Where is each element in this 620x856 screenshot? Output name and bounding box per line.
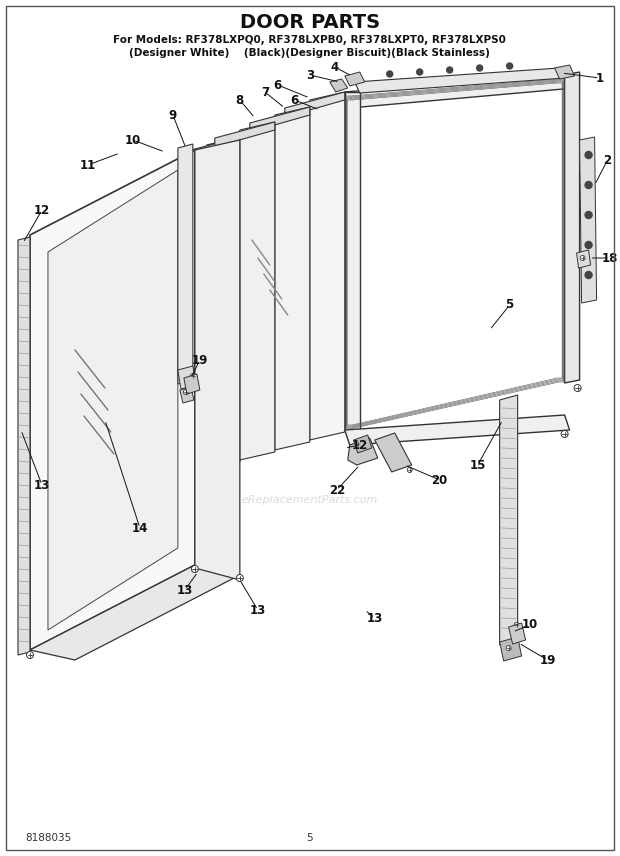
Text: 19: 19 bbox=[539, 653, 556, 667]
Polygon shape bbox=[374, 433, 412, 472]
Polygon shape bbox=[178, 144, 193, 384]
Circle shape bbox=[417, 69, 423, 75]
Polygon shape bbox=[285, 92, 345, 117]
Polygon shape bbox=[207, 137, 240, 470]
Text: 13: 13 bbox=[366, 611, 383, 625]
Polygon shape bbox=[565, 72, 580, 383]
Text: (Designer White)    (Black)(Designer Biscuit)(Black Stainless): (Designer White) (Black)(Designer Biscui… bbox=[130, 48, 490, 58]
Text: 15: 15 bbox=[469, 459, 486, 472]
Text: 5: 5 bbox=[505, 299, 514, 312]
Polygon shape bbox=[345, 92, 360, 430]
Text: 19: 19 bbox=[192, 354, 208, 366]
Text: 7: 7 bbox=[261, 86, 269, 98]
Polygon shape bbox=[354, 435, 372, 453]
Polygon shape bbox=[180, 387, 194, 403]
Polygon shape bbox=[580, 137, 596, 303]
Circle shape bbox=[585, 271, 592, 278]
Circle shape bbox=[514, 622, 519, 627]
Circle shape bbox=[190, 373, 195, 378]
Polygon shape bbox=[508, 623, 526, 644]
Polygon shape bbox=[250, 107, 310, 132]
Circle shape bbox=[27, 651, 33, 658]
Text: 8: 8 bbox=[236, 93, 244, 106]
Circle shape bbox=[387, 71, 392, 77]
Polygon shape bbox=[577, 250, 591, 268]
Text: 22: 22 bbox=[329, 484, 345, 496]
Circle shape bbox=[477, 65, 482, 71]
Polygon shape bbox=[30, 565, 240, 660]
Text: 3: 3 bbox=[306, 68, 314, 81]
Polygon shape bbox=[184, 374, 200, 394]
Polygon shape bbox=[500, 395, 518, 645]
Circle shape bbox=[506, 645, 511, 651]
Polygon shape bbox=[48, 170, 178, 630]
Text: 8188035: 8188035 bbox=[25, 833, 71, 843]
Circle shape bbox=[355, 442, 360, 447]
Text: 4: 4 bbox=[330, 61, 339, 74]
Polygon shape bbox=[30, 150, 195, 650]
Text: 10: 10 bbox=[521, 619, 538, 632]
Circle shape bbox=[585, 152, 592, 158]
Text: 13: 13 bbox=[177, 584, 193, 597]
Text: eReplacementParts.com: eReplacementParts.com bbox=[242, 495, 378, 505]
Text: 18: 18 bbox=[601, 252, 618, 265]
Polygon shape bbox=[345, 73, 575, 108]
Text: 1: 1 bbox=[596, 72, 604, 85]
Polygon shape bbox=[345, 415, 570, 445]
Polygon shape bbox=[178, 366, 196, 389]
Polygon shape bbox=[310, 92, 345, 440]
Circle shape bbox=[507, 63, 513, 69]
Circle shape bbox=[561, 431, 568, 437]
Polygon shape bbox=[18, 237, 30, 655]
Polygon shape bbox=[500, 637, 521, 661]
Circle shape bbox=[585, 241, 592, 248]
Polygon shape bbox=[355, 68, 565, 93]
Circle shape bbox=[585, 181, 592, 188]
Text: 9: 9 bbox=[169, 109, 177, 122]
Polygon shape bbox=[212, 169, 238, 436]
Text: 13: 13 bbox=[34, 479, 50, 491]
Circle shape bbox=[184, 389, 188, 395]
Text: 11: 11 bbox=[80, 158, 96, 171]
Text: For Models: RF378LXPQ0, RF378LXPB0, RF378LXPT0, RF378LXPS0: For Models: RF378LXPQ0, RF378LXPB0, RF37… bbox=[113, 35, 506, 45]
Text: 10: 10 bbox=[125, 134, 141, 146]
Text: 12: 12 bbox=[34, 204, 50, 217]
Text: 12: 12 bbox=[352, 438, 368, 451]
Polygon shape bbox=[215, 122, 275, 147]
Text: 13: 13 bbox=[250, 603, 266, 616]
Circle shape bbox=[192, 566, 198, 573]
Polygon shape bbox=[195, 140, 240, 580]
Polygon shape bbox=[348, 438, 378, 465]
Text: 6: 6 bbox=[291, 93, 299, 106]
Circle shape bbox=[574, 384, 581, 391]
Polygon shape bbox=[345, 72, 365, 86]
Text: DOOR PARTS: DOOR PARTS bbox=[240, 13, 380, 32]
Text: 6: 6 bbox=[273, 79, 282, 92]
Polygon shape bbox=[240, 122, 275, 460]
Polygon shape bbox=[330, 79, 348, 92]
Circle shape bbox=[585, 211, 592, 218]
Text: 5: 5 bbox=[306, 833, 313, 843]
Circle shape bbox=[446, 67, 453, 73]
Polygon shape bbox=[555, 65, 575, 79]
Circle shape bbox=[580, 255, 585, 260]
Polygon shape bbox=[180, 137, 240, 162]
Circle shape bbox=[407, 467, 412, 473]
Text: 2: 2 bbox=[603, 153, 612, 167]
Circle shape bbox=[236, 574, 243, 581]
Polygon shape bbox=[275, 107, 310, 450]
Text: 20: 20 bbox=[432, 473, 448, 486]
Text: 14: 14 bbox=[131, 521, 148, 534]
